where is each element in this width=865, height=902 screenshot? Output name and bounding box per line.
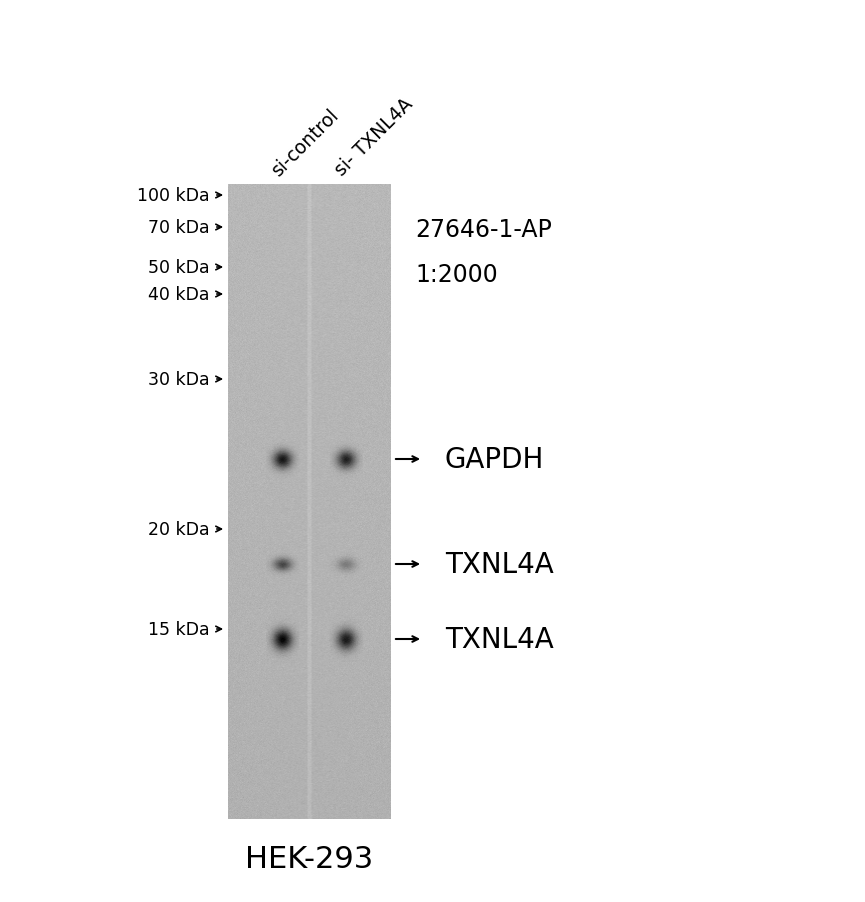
Text: 100 kDa: 100 kDa	[138, 187, 210, 205]
Text: 70 kDa: 70 kDa	[149, 219, 210, 236]
Text: si-control: si-control	[268, 106, 343, 179]
Text: si- TXNL4A: si- TXNL4A	[331, 95, 417, 179]
Text: 1:2000: 1:2000	[415, 262, 497, 287]
Text: HEK-293: HEK-293	[245, 844, 373, 873]
Text: 40 kDa: 40 kDa	[149, 286, 210, 304]
Text: TXNL4A: TXNL4A	[445, 625, 554, 653]
Text: 15 kDa: 15 kDa	[149, 621, 210, 639]
Text: 20 kDa: 20 kDa	[149, 520, 210, 538]
Text: 50 kDa: 50 kDa	[149, 259, 210, 277]
Text: GAPDH: GAPDH	[445, 446, 544, 474]
Text: 27646-1-AP: 27646-1-AP	[415, 217, 552, 242]
Text: WWW.PTGLAB.COM: WWW.PTGLAB.COM	[286, 419, 302, 585]
Text: 30 kDa: 30 kDa	[149, 371, 210, 389]
Text: TXNL4A: TXNL4A	[445, 550, 554, 578]
